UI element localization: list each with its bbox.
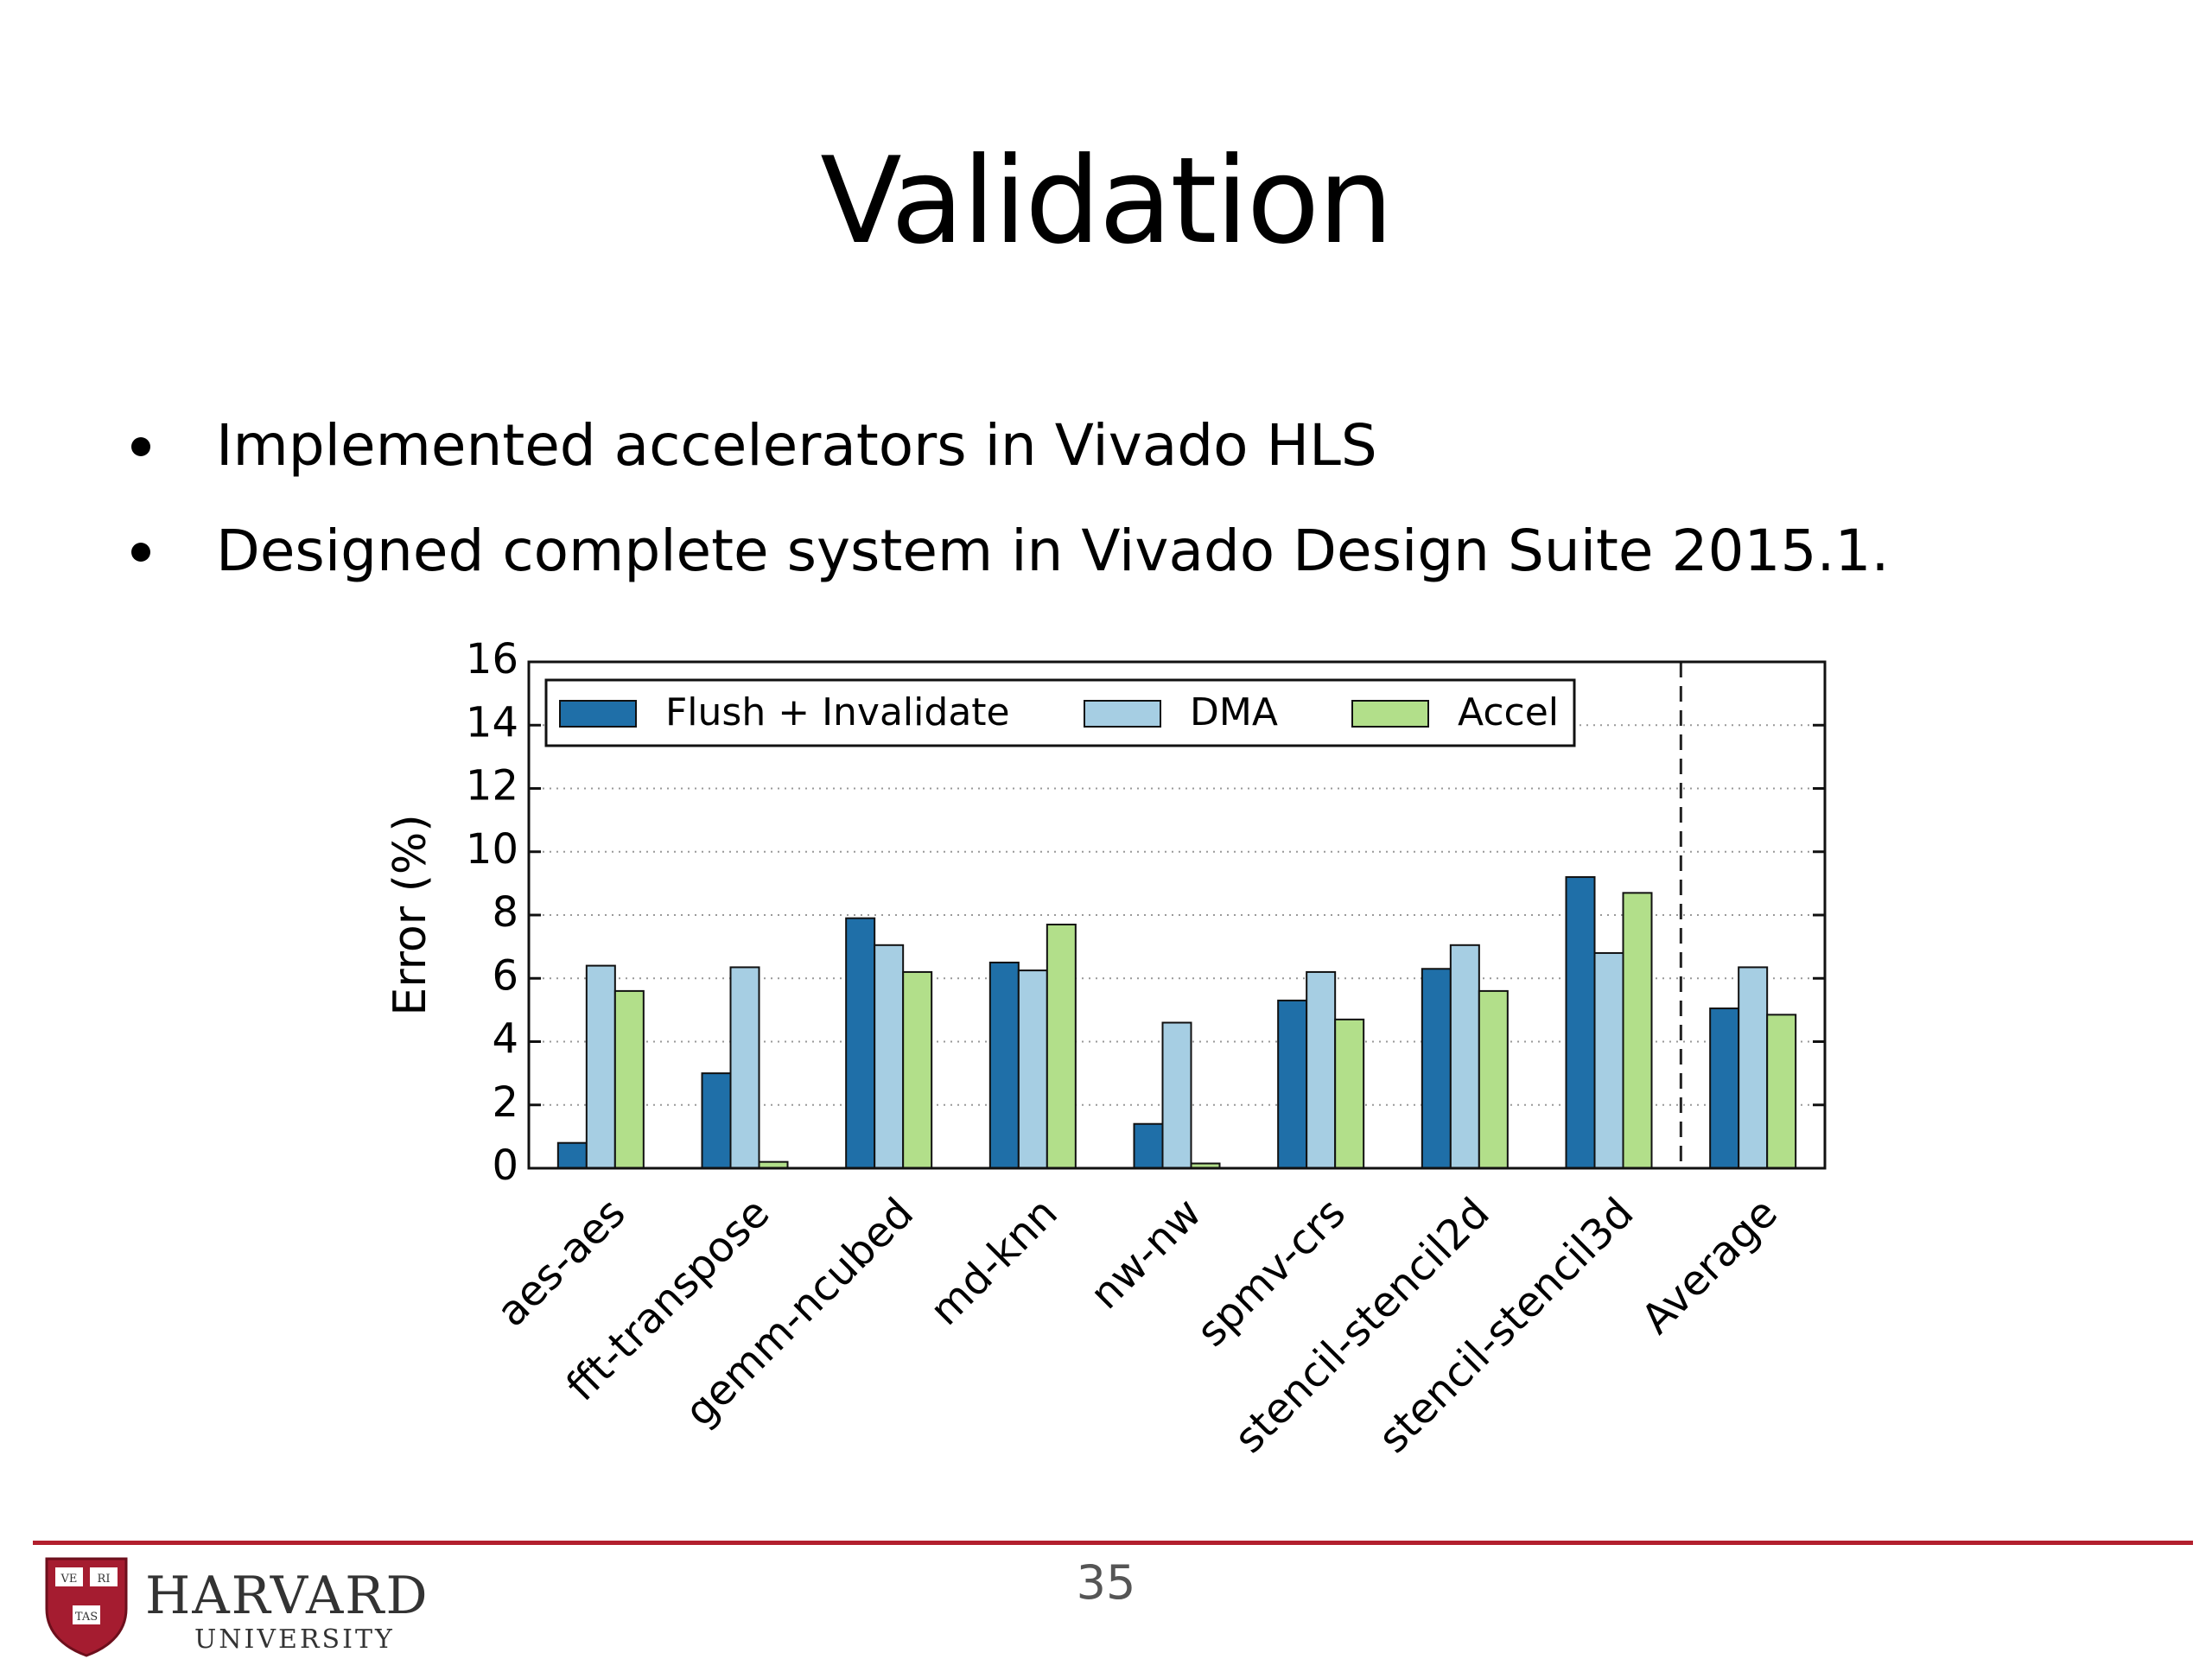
bar xyxy=(1017,969,1048,1169)
bar xyxy=(613,989,645,1170)
bullet-item: Implemented accelerators in Vivado HLS xyxy=(130,404,1889,510)
bullet-text: Designed complete system in Vivado Desig… xyxy=(216,518,1890,584)
x-tick-label: Average xyxy=(1632,1189,1787,1344)
bar xyxy=(1766,1014,1797,1170)
bar xyxy=(1449,944,1480,1169)
shield-text: VE xyxy=(60,1573,78,1586)
legend-label: Flush + Invalidate xyxy=(665,690,1010,734)
footer-rule xyxy=(33,1541,2193,1545)
bar xyxy=(1306,970,1337,1170)
y-tick-label: 12 xyxy=(466,762,518,810)
legend-swatch xyxy=(559,700,637,728)
y-axis-label: Error (%) xyxy=(385,814,436,1015)
legend-label: Accel xyxy=(1458,690,1559,734)
bar xyxy=(1478,989,1509,1170)
bar xyxy=(1046,923,1077,1170)
bar xyxy=(1593,951,1624,1169)
bar xyxy=(1133,1122,1164,1169)
y-tick-label: 8 xyxy=(492,888,518,937)
legend-swatch xyxy=(1084,700,1161,728)
y-tick-label: 2 xyxy=(492,1078,518,1127)
logo-subtitle: UNIVERSITY xyxy=(194,1624,395,1655)
harvard-logo: VE RI TAS HARVARD UNIVERSITY xyxy=(43,1555,441,1659)
bar xyxy=(1334,1018,1365,1170)
bar xyxy=(988,961,1020,1169)
legend-label: DMA xyxy=(1190,690,1278,734)
x-tick-label: stencil-stencil2d xyxy=(1225,1189,1499,1463)
bullet-text: Implemented accelerators in Vivado HLS xyxy=(216,412,1377,479)
y-tick-label: 14 xyxy=(466,698,518,747)
page-number: 35 xyxy=(1076,1555,1136,1610)
shield-text: TAS xyxy=(75,1611,98,1624)
bar xyxy=(1565,876,1596,1169)
x-tick-label: stencil-stencil3d xyxy=(1370,1189,1643,1463)
bar xyxy=(729,966,760,1170)
y-tick-label: 16 xyxy=(466,635,518,683)
bullet-dot-icon xyxy=(131,437,150,456)
logo-wordmark: HARVARD xyxy=(145,1566,429,1626)
harvard-shield-icon: VE RI TAS xyxy=(45,1557,128,1657)
bar xyxy=(902,970,933,1170)
bar xyxy=(1161,1021,1192,1170)
bar xyxy=(585,964,616,1169)
x-tick-label: md-knn xyxy=(921,1189,1067,1335)
bar xyxy=(874,944,905,1169)
bar xyxy=(556,1141,588,1169)
bar xyxy=(1421,968,1452,1169)
bar xyxy=(845,917,876,1169)
bar xyxy=(1738,966,1769,1170)
bullet-list: Implemented accelerators in Vivado HLS D… xyxy=(130,404,1889,615)
y-tick-label: 0 xyxy=(492,1141,518,1190)
x-tick-label: aes-aes xyxy=(487,1189,635,1337)
bar xyxy=(1709,1007,1740,1169)
bar xyxy=(1622,892,1653,1170)
bullet-item: Designed complete system in Vivado Desig… xyxy=(130,510,1889,615)
x-tick-label: nw-nw xyxy=(1081,1189,1211,1319)
slide-title: Validation xyxy=(820,131,1393,270)
bar xyxy=(1277,999,1308,1169)
y-tick-label: 6 xyxy=(492,951,518,1000)
legend-swatch xyxy=(1351,700,1429,728)
y-tick-label: 10 xyxy=(466,825,518,874)
bar xyxy=(701,1072,732,1169)
bullet-dot-icon xyxy=(131,543,150,562)
shield-text: RI xyxy=(98,1573,111,1586)
y-tick-label: 4 xyxy=(492,1015,518,1064)
